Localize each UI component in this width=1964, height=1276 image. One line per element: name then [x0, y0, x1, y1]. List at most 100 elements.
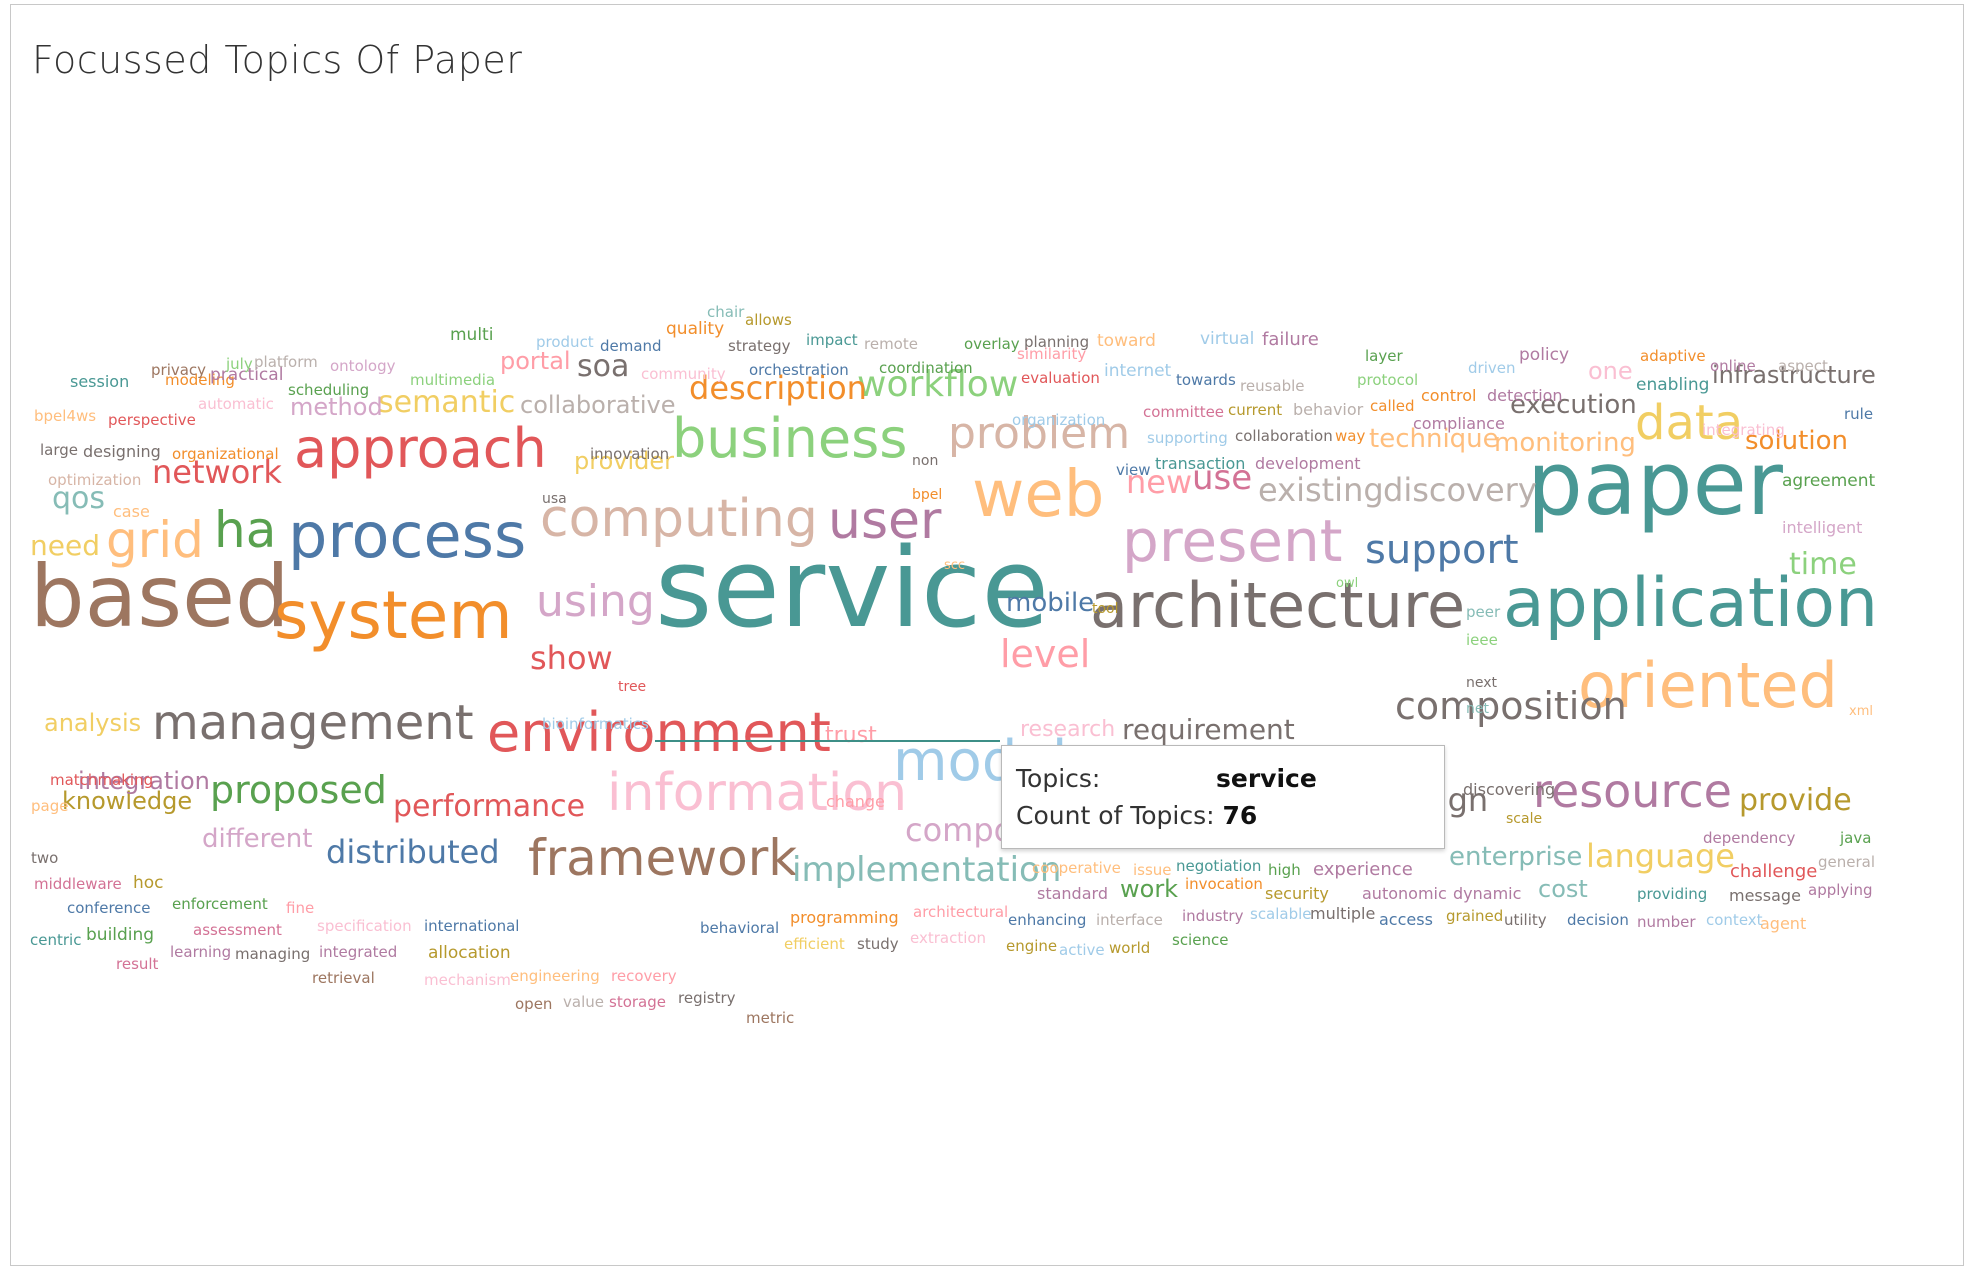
- word-discovery[interactable]: discovery: [1383, 471, 1537, 510]
- word-retrieval[interactable]: retrieval: [312, 969, 375, 988]
- word-organization[interactable]: organization: [1012, 411, 1106, 430]
- word-new[interactable]: new: [1126, 463, 1193, 502]
- word-control[interactable]: control: [1421, 386, 1477, 406]
- word-environment[interactable]: environment: [487, 700, 831, 764]
- word-enabling[interactable]: enabling: [1636, 375, 1710, 396]
- word-interface[interactable]: interface: [1096, 911, 1163, 930]
- word-toward[interactable]: toward: [1097, 331, 1156, 352]
- word-portal[interactable]: portal: [500, 347, 571, 376]
- word-modeling[interactable]: modeling: [165, 371, 235, 390]
- word-protocol[interactable]: protocol: [1357, 371, 1419, 390]
- word-bpel4ws[interactable]: bpel4ws: [34, 407, 97, 426]
- word-supporting[interactable]: supporting: [1147, 429, 1228, 448]
- word-level[interactable]: level: [1000, 632, 1091, 677]
- word-orchestration[interactable]: orchestration: [749, 361, 849, 380]
- word-solution[interactable]: solution: [1745, 425, 1848, 456]
- word-based[interactable]: based: [30, 547, 290, 648]
- word-science[interactable]: science: [1172, 931, 1229, 950]
- word-autonomic[interactable]: autonomic: [1362, 884, 1447, 904]
- word-integrating[interactable]: integrating: [1702, 421, 1785, 440]
- word-network[interactable]: network: [152, 453, 282, 492]
- word-resource[interactable]: resource: [1533, 764, 1732, 819]
- word-collaboration[interactable]: collaboration: [1235, 427, 1333, 446]
- word-international[interactable]: international: [424, 917, 520, 936]
- word-view[interactable]: view: [1116, 461, 1151, 480]
- word-discovering[interactable]: discovering: [1463, 780, 1556, 800]
- word-peer[interactable]: peer: [1466, 603, 1501, 622]
- word-detection[interactable]: detection: [1487, 386, 1563, 406]
- word-tree[interactable]: tree: [618, 678, 647, 695]
- word-dependency[interactable]: dependency: [1703, 829, 1796, 848]
- word-execution[interactable]: execution: [1510, 389, 1637, 420]
- word-next[interactable]: next: [1466, 674, 1498, 691]
- word-towards[interactable]: towards: [1176, 371, 1236, 390]
- word-message[interactable]: message: [1729, 886, 1801, 906]
- word-policy[interactable]: policy: [1519, 345, 1570, 366]
- word-non[interactable]: non: [912, 452, 939, 469]
- word-ieee[interactable]: ieee: [1466, 631, 1498, 650]
- word-provider[interactable]: provider: [574, 447, 674, 476]
- word-ontology[interactable]: ontology: [330, 357, 396, 376]
- word-transaction[interactable]: transaction: [1155, 454, 1246, 474]
- word-case[interactable]: case: [113, 502, 150, 522]
- word-dynamic[interactable]: dynamic: [1453, 884, 1522, 904]
- word-using[interactable]: using: [536, 576, 655, 628]
- word-similarity[interactable]: similarity: [1017, 345, 1087, 364]
- word-result[interactable]: result: [116, 955, 159, 974]
- word-decision[interactable]: decision: [1567, 911, 1629, 930]
- word-fine[interactable]: fine: [286, 899, 315, 918]
- word-overlay[interactable]: overlay: [964, 335, 1020, 354]
- word-scalable[interactable]: scalable: [1250, 905, 1312, 924]
- word-standard[interactable]: standard: [1037, 884, 1108, 904]
- word-innovation[interactable]: innovation: [590, 445, 670, 464]
- word-centric[interactable]: centric: [30, 931, 82, 950]
- word-application[interactable]: application: [1503, 563, 1879, 643]
- word-mobile[interactable]: mobile: [1006, 587, 1095, 618]
- word-managing[interactable]: managing: [235, 945, 311, 964]
- word-storage[interactable]: storage: [609, 993, 666, 1012]
- word-provide[interactable]: provide: [1739, 783, 1852, 819]
- word-platform[interactable]: platform: [254, 353, 318, 372]
- word-context[interactable]: context: [1706, 911, 1763, 930]
- word-knowledge[interactable]: knowledge: [62, 787, 193, 816]
- word-paper[interactable]: paper: [1527, 432, 1783, 536]
- word-language[interactable]: language: [1586, 837, 1735, 876]
- word-multiple[interactable]: multiple: [1310, 904, 1376, 924]
- word-scheduling[interactable]: scheduling: [288, 381, 370, 400]
- word-architectural[interactable]: architectural: [913, 903, 1009, 922]
- word-number[interactable]: number: [1637, 913, 1696, 932]
- word-development[interactable]: development: [1255, 454, 1361, 474]
- word-utility[interactable]: utility: [1504, 911, 1547, 930]
- word-active[interactable]: active: [1059, 941, 1105, 960]
- word-enhancing[interactable]: enhancing: [1008, 911, 1087, 930]
- word-allows[interactable]: allows: [745, 311, 792, 330]
- word-current[interactable]: current: [1228, 401, 1283, 420]
- word-xml[interactable]: xml: [1849, 703, 1873, 719]
- word-aspect[interactable]: aspect: [1778, 357, 1828, 376]
- word-cost[interactable]: cost: [1538, 875, 1588, 904]
- word-allocation[interactable]: allocation: [428, 943, 511, 964]
- word-support[interactable]: support: [1365, 526, 1519, 573]
- word-called[interactable]: called: [1370, 397, 1415, 416]
- word-driven[interactable]: driven: [1468, 359, 1516, 378]
- word-enforcement[interactable]: enforcement: [172, 895, 268, 914]
- word-requirement[interactable]: requirement: [1122, 712, 1295, 746]
- word-registry[interactable]: registry: [678, 989, 736, 1008]
- word-computing[interactable]: computing: [540, 489, 818, 550]
- word-present[interactable]: present: [1122, 507, 1343, 576]
- word-net[interactable]: net: [1466, 700, 1489, 717]
- word-matchmaking[interactable]: matchmaking: [50, 771, 154, 790]
- word-enterprise[interactable]: enterprise: [1449, 841, 1583, 872]
- word-information[interactable]: information: [607, 763, 908, 824]
- word-learning[interactable]: learning: [170, 943, 232, 962]
- word-service[interactable]: service: [655, 524, 1050, 653]
- word-multi[interactable]: multi: [450, 325, 494, 346]
- word-efficient[interactable]: efficient: [784, 935, 845, 954]
- word-monitoring[interactable]: monitoring: [1494, 427, 1636, 458]
- word-scale[interactable]: scale: [1506, 810, 1543, 827]
- word-agent[interactable]: agent: [1760, 914, 1807, 934]
- word-integrated[interactable]: integrated: [319, 943, 398, 962]
- word-infrastructure[interactable]: infrastructure: [1712, 361, 1876, 390]
- word-negotiation[interactable]: negotiation: [1176, 857, 1262, 876]
- word-user[interactable]: user: [828, 491, 942, 552]
